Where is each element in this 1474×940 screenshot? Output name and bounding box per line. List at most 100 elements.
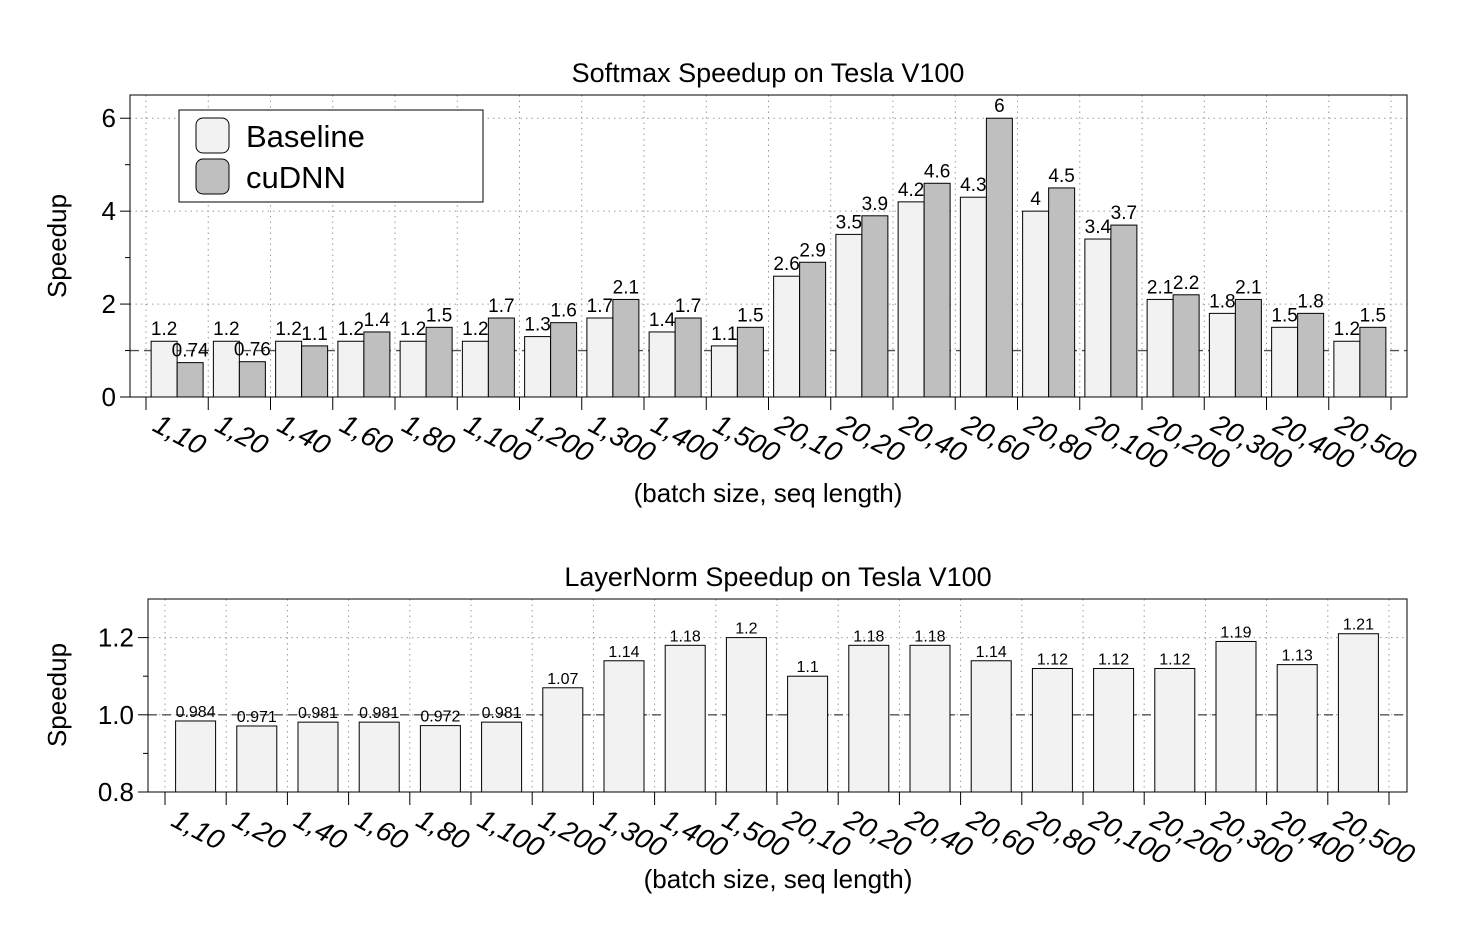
bar-value-label: 1.2 xyxy=(213,319,239,340)
bar-value-label: 0.972 xyxy=(420,709,460,726)
bar-value-label: 0.981 xyxy=(298,705,338,722)
legend-box xyxy=(178,109,484,203)
bar-value-label: 1.18 xyxy=(670,628,701,645)
bar-value-label: 1.2 xyxy=(462,319,488,340)
bar-value-label: 4.3 xyxy=(960,175,986,196)
bar-value-label: 1.2 xyxy=(275,319,301,340)
bar-cudnn xyxy=(923,182,951,398)
bar-value-label: 0.984 xyxy=(176,704,216,721)
softmax-x-axis-label: (batch size, seq length) xyxy=(634,478,903,508)
bar-value-label: 2.1 xyxy=(1147,277,1173,298)
bar-cudnn xyxy=(176,362,204,398)
bar-value-label: 1.7 xyxy=(488,296,514,317)
bar-cudnn xyxy=(363,331,391,398)
x-category-label: 20,20 xyxy=(832,407,910,468)
x-category-label: 1,200 xyxy=(534,803,611,863)
bar-baseline xyxy=(275,340,303,398)
bar-layernorm xyxy=(1215,640,1257,793)
bar-cudnn xyxy=(487,317,515,398)
x-category-label: 1,40 xyxy=(273,408,336,461)
y-tick-label: 1.2 xyxy=(98,623,134,653)
bar-value-label: 1.19 xyxy=(1220,624,1251,641)
y-tick-label: 1.0 xyxy=(98,700,134,730)
bar-baseline xyxy=(710,345,738,398)
bar-value-label: 1.4 xyxy=(364,310,391,331)
bar-value-label: 6 xyxy=(994,96,1005,117)
bar-value-label: 0.971 xyxy=(237,709,277,726)
bar-layernorm xyxy=(358,721,400,793)
bar-value-label: 1.4 xyxy=(649,310,676,331)
y-tick-label: 2 xyxy=(102,289,116,319)
bar-value-label: 1.07 xyxy=(547,671,578,688)
x-category-label: 20,10 xyxy=(778,802,856,863)
bar-value-label: 4.6 xyxy=(924,161,950,182)
softmax-x-axis: 1,10 1,20 1,40 1,60 1,80 1,1001,2001,3001,400… xyxy=(145,397,1422,476)
bar-baseline xyxy=(648,331,676,398)
bar-value-label: 3.4 xyxy=(1085,217,1112,238)
bar-baseline xyxy=(1333,340,1361,398)
bar-layernorm xyxy=(542,687,584,793)
bar-baseline xyxy=(897,201,925,398)
bar-baseline xyxy=(1208,312,1236,398)
bar-layernorm xyxy=(236,725,278,793)
layernorm-y-axis: 0.8 1.0 1.2 xyxy=(98,623,148,807)
softmax-chart: Softmax Speedup on Tesla V100 1.2 1.2 1.2 1… xyxy=(42,58,1422,508)
bar-value-label: 1.5 xyxy=(1360,305,1386,326)
bar-value-label: 1.12 xyxy=(1098,651,1129,668)
legend-label-baseline: Baseline xyxy=(246,119,365,154)
x-category-label: 1,400 xyxy=(646,408,723,468)
bar-value-label: 1.14 xyxy=(976,644,1007,661)
bar-layernorm xyxy=(297,721,339,793)
bar-value-label: 2.1 xyxy=(1235,277,1261,298)
x-category-label: 20,20 xyxy=(839,802,917,863)
bar-value-label: 1.18 xyxy=(853,628,884,645)
bar-value-label: 1.1 xyxy=(711,324,737,345)
legend-label-cudnn: cuDNN xyxy=(246,160,346,195)
bar-value-label: 1.2 xyxy=(151,319,177,340)
bar-layernorm xyxy=(481,721,523,793)
x-category-label: 1,20 xyxy=(211,408,274,461)
x-category-label: 1,100 xyxy=(473,803,550,863)
y-tick-label: 6 xyxy=(102,103,116,133)
x-category-label: 1,400 xyxy=(656,803,733,863)
bar-baseline xyxy=(337,340,365,398)
x-category-label: 20,10 xyxy=(770,407,848,468)
x-category-label: 1,60 xyxy=(335,408,398,461)
y-tick-label: 0 xyxy=(102,382,116,412)
bar-cudnn xyxy=(1048,187,1076,398)
bar-value-label: 1.21 xyxy=(1343,617,1374,634)
bar-value-label: 1.3 xyxy=(524,315,550,336)
bar-layernorm xyxy=(603,660,645,793)
layernorm-chart-title: LayerNorm Speedup on Tesla V100 xyxy=(564,562,991,592)
bar-value-label: 0.981 xyxy=(359,705,399,722)
softmax-value-labels: 1.2 1.2 1.2 1.2 1.2 1.2 1.31.71.41.12.63.54.2 4… xyxy=(151,96,1386,361)
bar-value-label: 4 xyxy=(1030,189,1041,210)
bar-cudnn xyxy=(1359,326,1387,398)
bar-value-label: 0.74 xyxy=(172,341,209,362)
bar-baseline xyxy=(399,340,427,398)
bar-value-label: 1.1 xyxy=(301,324,327,345)
x-category-label: 1,80 xyxy=(412,803,475,856)
bar-value-label: 1.12 xyxy=(1037,651,1068,668)
layernorm-x-axis: 1,101,201,401,601,801,1001,2001,3001,400… xyxy=(164,792,1420,871)
bar-value-label: 1.1 xyxy=(796,659,818,676)
bar-layernorm xyxy=(1031,667,1073,793)
bar-value-label: 1.2 xyxy=(400,319,426,340)
x-category-label: 1,60 xyxy=(350,803,413,856)
bar-layernorm xyxy=(1154,667,1196,793)
softmax-legend: Baseline cuDNN xyxy=(178,109,484,203)
bar-layernorm xyxy=(725,637,767,793)
bar-cudnn xyxy=(238,361,266,398)
x-category-label: 1,300 xyxy=(595,803,672,863)
bar-baseline xyxy=(524,336,552,398)
layernorm-bars xyxy=(175,633,1379,793)
bar-value-label: 3.9 xyxy=(862,194,888,215)
y-tick-label: 0.8 xyxy=(98,777,134,807)
x-category-label: 20,40 xyxy=(900,802,978,863)
bar-value-label: 1.8 xyxy=(1297,291,1323,312)
bar-cudnn xyxy=(550,322,578,398)
x-category-label: 1,300 xyxy=(584,408,661,468)
bar-value-label: 2.2 xyxy=(1173,273,1199,294)
bar-layernorm xyxy=(664,644,706,793)
legend-swatch-baseline xyxy=(195,117,230,154)
